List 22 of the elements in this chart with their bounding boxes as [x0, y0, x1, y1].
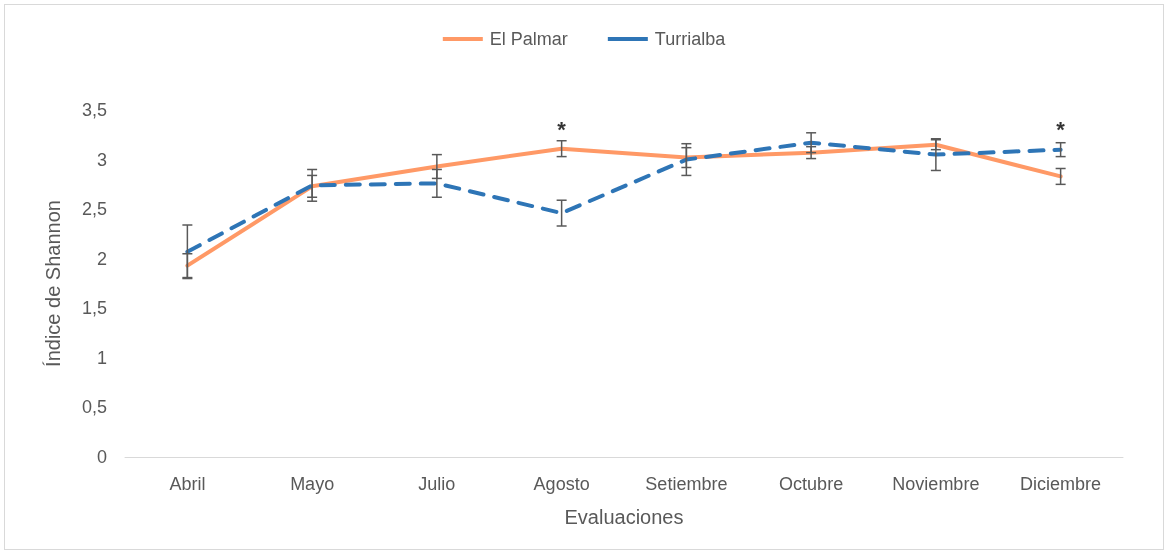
annotation: * [1056, 117, 1066, 143]
annotation: * [557, 117, 567, 143]
y-tick-label: 1,5 [81, 298, 107, 319]
y-tick-label: 0 [96, 447, 107, 467]
y-tick-label: 3 [96, 149, 107, 170]
x-tick-label: Abril [169, 474, 206, 494]
y-tick-label: 1 [96, 347, 107, 368]
y-tick-label: 2 [96, 248, 107, 269]
x-axis-title: Evaluaciones [564, 506, 684, 528]
x-tick-label: Noviembre [892, 474, 980, 494]
x-tick-label: Agosto [533, 474, 590, 494]
x-tick-label: Diciembre [1020, 474, 1102, 494]
y-tick-label: 3,5 [81, 100, 107, 120]
y-tick-label: 0,5 [81, 397, 107, 418]
legend-label: El Palmar [489, 29, 568, 49]
x-tick-label: Setiembre [645, 474, 728, 494]
x-tick-label: Octubre [779, 474, 844, 494]
y-tick-label: 2,5 [81, 199, 107, 220]
legend-label: Turrialba [654, 29, 727, 49]
x-tick-label: Mayo [290, 474, 335, 494]
x-tick-label: Julio [418, 474, 456, 494]
y-axis-title: Índice de Shannon [42, 200, 64, 367]
